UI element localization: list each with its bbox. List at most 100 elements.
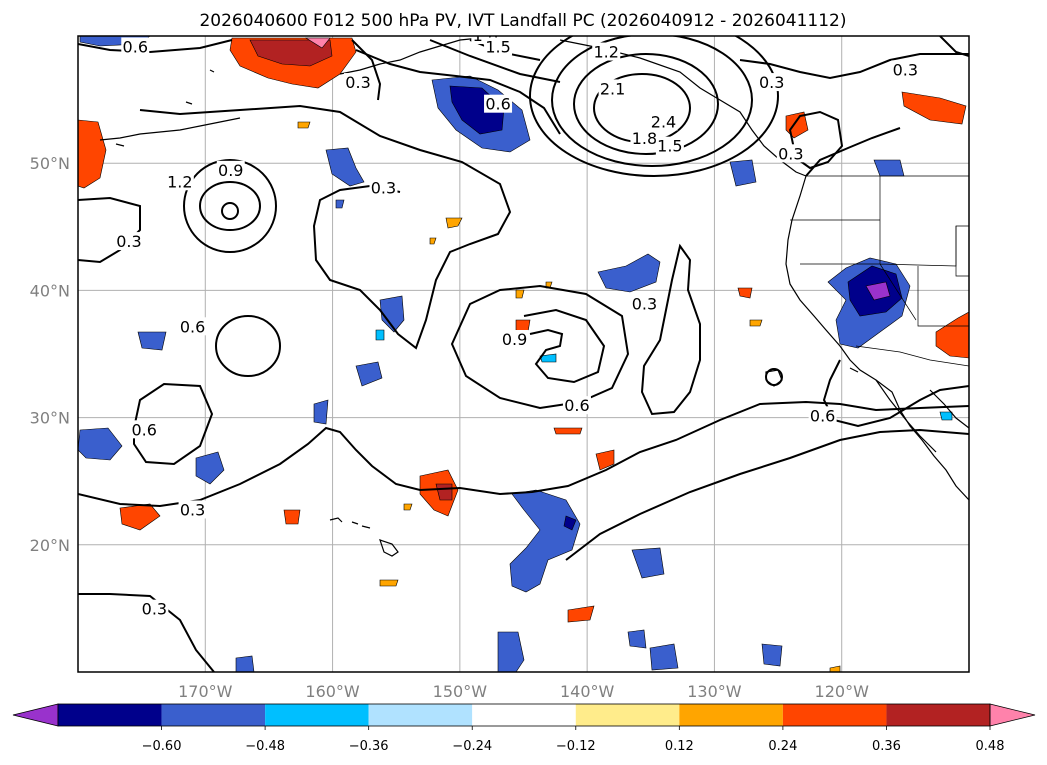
longitude-labels: 170°W 160°W 150°W 140°W 130°W 120°W xyxy=(178,682,869,701)
contour-small-ring xyxy=(765,368,784,386)
colorbar-tick-label: −0.48 xyxy=(245,739,285,754)
colorbar-extend-low xyxy=(12,703,59,727)
contour-label-bg xyxy=(649,112,678,131)
contour-label: 0.9 xyxy=(218,161,243,180)
colorbar xyxy=(12,703,1036,727)
contour-label: 2.1 xyxy=(600,79,625,98)
colorbar-tick-label: 0.36 xyxy=(872,739,901,754)
contour-label-bg xyxy=(178,500,207,519)
coast-us-west xyxy=(785,175,901,411)
shade-small-negative xyxy=(78,147,905,672)
contour-label: 0.6 xyxy=(131,420,156,439)
coast-hawaii xyxy=(329,517,399,557)
contour-label-bg xyxy=(484,37,513,56)
contour-label-bg xyxy=(344,73,373,92)
colorbar-segment xyxy=(161,704,266,726)
contour-label: 1.5 xyxy=(485,37,510,56)
lon-tick-label: 140°W xyxy=(560,682,615,701)
contour-label: 0.3 xyxy=(778,144,803,163)
lon-tick-label: 170°W xyxy=(178,682,233,701)
colorbar-tick-label: 0.24 xyxy=(768,739,797,754)
contour-gulf-06 xyxy=(355,49,561,135)
contour-label-bg xyxy=(655,136,684,155)
shade-alaska-positive xyxy=(229,37,357,89)
contour-label: 2.4 xyxy=(651,112,676,131)
latitude-labels: 20°N 30°N 40°N 50°N xyxy=(30,154,70,555)
colorbar-tick-label: 0.48 xyxy=(976,739,1005,754)
contour-alaska-03 xyxy=(351,39,382,101)
colorbar-labels: −0.60 −0.48 −0.36 −0.24 −0.12 0.12 0.24 0.36 0.4… xyxy=(142,726,1005,754)
colorbar-tick-label: −0.60 xyxy=(142,739,182,754)
contour-label-bg xyxy=(598,79,627,98)
colorbar-extend-high xyxy=(989,703,1036,727)
colorbar-segment xyxy=(679,704,783,726)
contour-label-bg xyxy=(484,94,513,113)
contour-09-ring xyxy=(183,159,278,253)
contour-label: 0.6 xyxy=(123,37,148,56)
contour-label-bg xyxy=(630,129,659,148)
contour-label-bg xyxy=(776,144,805,163)
contour-label-bg xyxy=(630,294,659,313)
contour-labels: 0.60.31.81.5 1.20.62.11.82.41.50.30.30.31… xyxy=(114,36,920,619)
contour-pv-core-2 xyxy=(573,53,720,155)
contour-label: 0.3 xyxy=(180,500,205,519)
contour-label-bg xyxy=(757,73,786,92)
contour-label: 0.9 xyxy=(502,330,527,349)
gridlines xyxy=(78,36,969,672)
contour-03-tr xyxy=(739,53,969,80)
shade-west-positive xyxy=(78,119,107,189)
contour-label: 0.6 xyxy=(810,406,835,425)
contour-06-small xyxy=(215,315,282,377)
colorbar-segment xyxy=(886,704,990,726)
contour-label-bg xyxy=(808,406,837,425)
lon-tick-label: 130°W xyxy=(687,682,742,701)
shade-california-negative xyxy=(827,257,911,349)
contour-label-bg xyxy=(165,172,194,191)
colorbar-tick-label: 0.12 xyxy=(665,739,694,754)
contour-label: 0.6 xyxy=(485,95,510,114)
contour-label: 0.3 xyxy=(893,60,918,79)
contour-label: 0.3 xyxy=(371,179,396,198)
shade-light-blue xyxy=(335,199,953,421)
contour-03-east-ring2 xyxy=(805,127,901,177)
contour-upper-right xyxy=(939,36,969,57)
contour-label: 0.3 xyxy=(116,232,141,251)
colorbar-tick-label: −0.36 xyxy=(349,739,389,754)
contour-12-ring xyxy=(199,181,262,231)
contour-09-central xyxy=(523,308,606,384)
colorbar-segment xyxy=(58,704,162,726)
coast-alaska xyxy=(339,37,481,75)
contour-label-bg xyxy=(140,599,169,618)
contour-03-central-island xyxy=(640,243,701,416)
contour-label: 1.2 xyxy=(167,172,192,191)
contour-label-bg xyxy=(130,420,159,439)
contour-label: 0.6 xyxy=(564,396,589,415)
coast-mexico xyxy=(929,389,969,429)
colorbar-tick-label: −0.24 xyxy=(452,739,492,754)
map-panel: 0.60.31.81.5 1.20.62.11.82.41.50.30.30.31… xyxy=(77,35,970,673)
contour-label: 0.6 xyxy=(180,317,205,336)
pv-contours xyxy=(78,36,969,672)
contour-jet-lower2 xyxy=(565,428,969,561)
colorbar-segment xyxy=(782,704,887,726)
contour-label: 1.5 xyxy=(657,137,682,156)
lon-tick-label: 160°W xyxy=(305,682,360,701)
contour-label: 0.3 xyxy=(142,600,167,619)
chart-title: 2026040600 F012 500 hPa PV, IVT Landfall… xyxy=(199,11,846,31)
colorbar-segment xyxy=(265,704,369,726)
shade-subtropical-plume-negative xyxy=(509,489,581,593)
lat-tick-label: 50°N xyxy=(30,154,70,173)
contour-label: 0.3 xyxy=(345,73,370,92)
border-us-mexico xyxy=(855,345,969,367)
contour-label: 1.8 xyxy=(632,129,657,148)
contour-06-east xyxy=(822,359,969,428)
contour-label-bg xyxy=(114,232,143,251)
contour-big-jet xyxy=(78,400,969,508)
contour-03-mid xyxy=(139,104,512,350)
contour-top-left-06 xyxy=(78,39,233,54)
contour-label-bg xyxy=(562,396,591,415)
lon-tick-label: 120°W xyxy=(815,682,870,701)
lat-tick-label: 20°N xyxy=(30,536,70,555)
contour-pv-15 xyxy=(429,39,561,83)
